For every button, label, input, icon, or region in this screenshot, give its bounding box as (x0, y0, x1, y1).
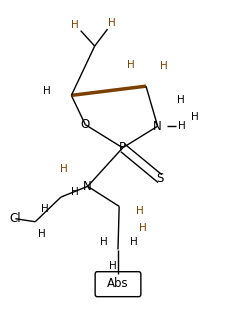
Text: H: H (127, 60, 135, 70)
Text: H: H (41, 204, 48, 215)
Text: P: P (119, 141, 126, 154)
Text: H: H (38, 229, 46, 239)
Text: H: H (60, 165, 68, 174)
Text: H: H (71, 20, 79, 30)
Text: N: N (83, 180, 92, 193)
Text: H: H (110, 262, 117, 272)
Text: O: O (81, 118, 90, 131)
Text: H: H (100, 237, 108, 247)
Text: H: H (131, 237, 138, 247)
Text: H: H (191, 112, 199, 122)
Text: H: H (139, 223, 146, 233)
Text: H: H (177, 95, 185, 105)
Text: Cl: Cl (10, 212, 21, 225)
Text: S: S (156, 172, 164, 185)
Text: H: H (178, 121, 186, 131)
Text: H: H (108, 18, 116, 28)
Text: H: H (71, 188, 79, 197)
FancyBboxPatch shape (95, 272, 141, 297)
Text: H: H (136, 206, 144, 216)
Text: Abs: Abs (107, 277, 129, 290)
Text: H: H (160, 61, 167, 71)
Text: H: H (43, 86, 51, 96)
Text: N: N (153, 120, 162, 133)
